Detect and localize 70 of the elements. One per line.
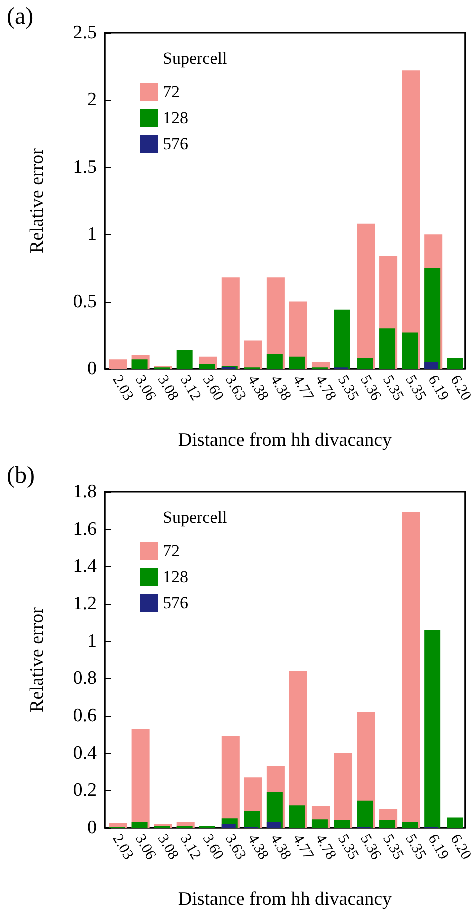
chart-title: (a): [7, 4, 34, 30]
bar: [222, 824, 236, 828]
x-tick-label: 5.35: [334, 832, 362, 863]
bar: [357, 800, 374, 828]
x-axis-title: Distance from hh divacancy: [178, 430, 393, 451]
bar: [289, 806, 306, 828]
x-tick-label: 4.77: [290, 373, 317, 404]
x-tick-label: 4.77: [290, 832, 317, 864]
x-tick-label: 6.20: [447, 832, 474, 863]
bar: [380, 820, 396, 828]
y-tick-label: 0.6: [73, 706, 97, 726]
y-tick-label: 1.2: [73, 594, 97, 614]
y-tick-label: 0.8: [73, 668, 97, 690]
bar: [424, 362, 439, 369]
legend-label: 576: [163, 594, 188, 612]
legend-label: 72: [163, 542, 180, 560]
bar: [447, 818, 464, 828]
bar: [132, 822, 148, 828]
bar: [176, 350, 193, 369]
bar: [357, 358, 374, 369]
chart-title: (b): [7, 463, 35, 489]
bar: [312, 820, 328, 828]
legend-label: 72: [163, 82, 180, 102]
bar: [266, 354, 283, 369]
bar: [357, 224, 376, 369]
legend-label: 128: [163, 108, 188, 128]
y-tick-label: 0.5: [73, 291, 97, 312]
x-tick-label: 3.60: [199, 373, 226, 404]
bar: [199, 364, 216, 369]
y-tick-label: 1: [88, 224, 97, 246]
y-tick-label: 0.2: [73, 780, 97, 802]
bar: [222, 278, 240, 369]
bar: [402, 822, 418, 828]
y-tick-label: 0.4: [73, 742, 98, 764]
y-tick-label: 2.5: [73, 22, 97, 44]
y-tick-label: 0: [88, 358, 97, 380]
bar: [380, 328, 396, 369]
bar: [334, 753, 353, 828]
bar: [244, 811, 260, 828]
bar: [132, 360, 148, 369]
y-axis-title: Relative error: [27, 148, 48, 254]
bar: [424, 630, 441, 828]
x-axis-title: Distance from hh divacancy: [178, 889, 393, 910]
bar: [402, 512, 420, 828]
bar: [266, 822, 281, 828]
bar: [334, 310, 350, 369]
y-tick-label: 1.6: [73, 518, 97, 540]
y-tick-label: 1.4: [73, 556, 98, 578]
bar: [334, 820, 350, 828]
x-tick-label: 3.60: [199, 832, 226, 863]
bar: [289, 356, 306, 369]
bar: [109, 360, 128, 369]
y-axis-title: Relative error: [27, 606, 48, 712]
y-tick-label: 1: [88, 630, 97, 652]
legend-label: 576: [163, 134, 188, 154]
y-tick-label: 1.8: [73, 482, 97, 502]
legend-label: 128: [163, 568, 188, 586]
legend-title: Supercell: [163, 508, 228, 527]
y-tick-label: 1.5: [73, 156, 97, 178]
bar: [402, 332, 418, 369]
bar: [222, 736, 240, 828]
y-tick-label: 2: [88, 90, 97, 111]
bar: [424, 268, 441, 369]
legend-title: Supercell: [163, 49, 228, 68]
x-tick-label: 5.35: [334, 373, 362, 404]
bar: [244, 340, 262, 369]
y-tick-label: 0: [88, 818, 97, 838]
x-tick-label: 6.20: [447, 373, 474, 404]
bar: [447, 358, 464, 369]
bar: [132, 729, 150, 828]
